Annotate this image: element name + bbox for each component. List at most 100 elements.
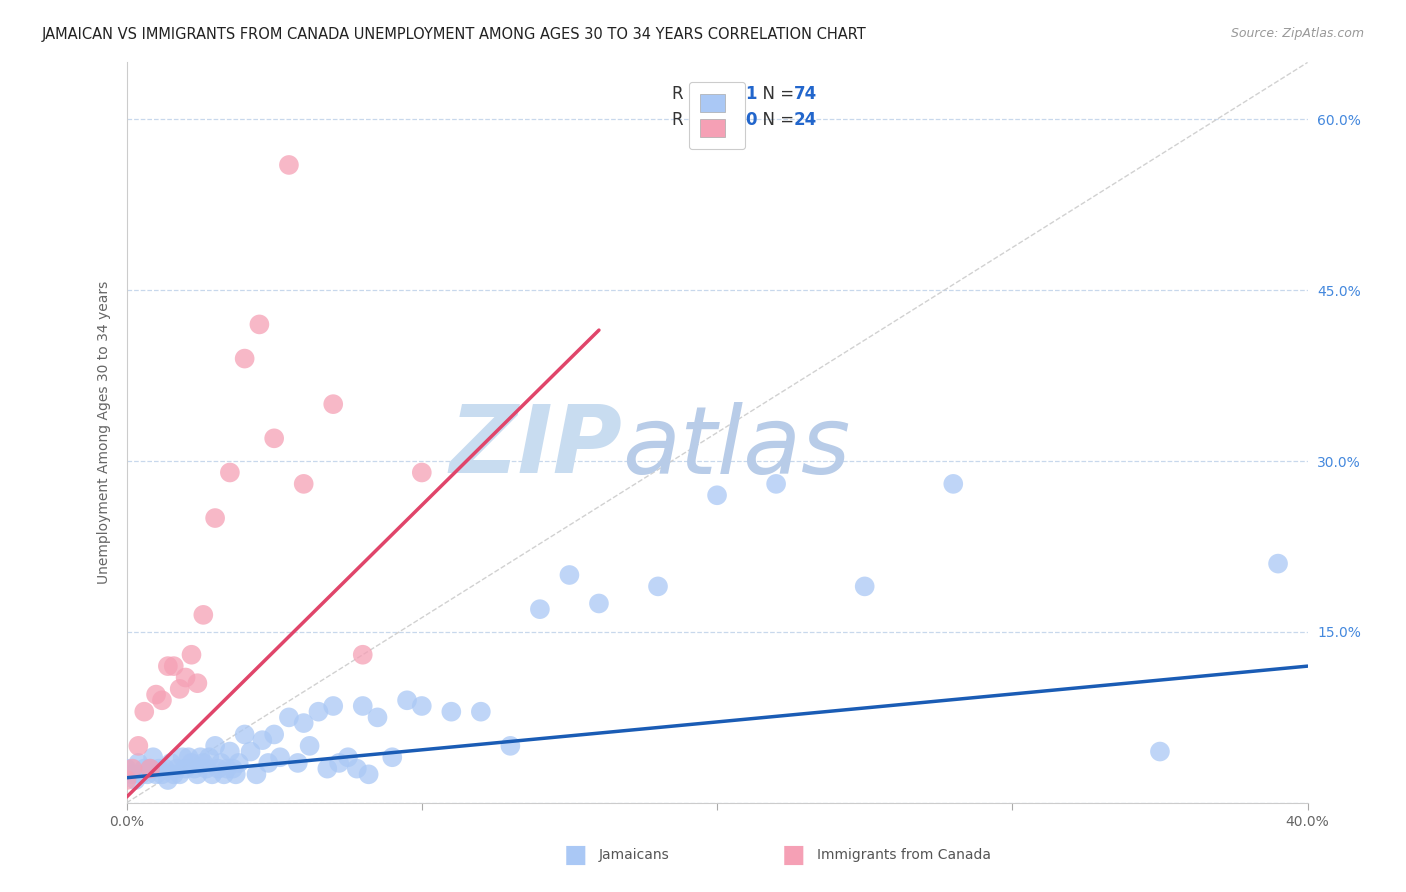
Point (153, 762, 176, 776)
Point (308, 705, 330, 719)
Point (121, 762, 143, 776)
Text: Jamaicans: Jamaicans (599, 847, 669, 862)
Point (186, 767, 208, 781)
Point (148, 762, 170, 776)
Point (263, 727, 285, 741)
Text: 24: 24 (794, 112, 817, 129)
Point (150, 693, 173, 707)
Point (357, 767, 380, 781)
Point (121, 767, 143, 781)
Point (322, 397, 344, 411)
Point (207, 762, 229, 776)
Point (115, 762, 138, 776)
Point (160, 756, 183, 770)
Point (942, 476, 965, 491)
Point (252, 733, 274, 747)
Point (249, 318, 271, 332)
Point (150, 767, 173, 781)
Point (257, 756, 280, 770)
Point (263, 431, 285, 445)
Point (322, 698, 344, 713)
Point (239, 745, 262, 759)
Point (647, 579, 669, 593)
Point (127, 756, 149, 770)
Point (215, 762, 238, 776)
Point (529, 602, 551, 616)
Point (183, 762, 205, 776)
Point (367, 710, 389, 724)
Point (219, 745, 242, 759)
Point (411, 698, 433, 713)
Point (145, 688, 167, 702)
Point (186, 676, 208, 690)
Point (328, 756, 350, 770)
Point (1267, 557, 1289, 571)
Point (853, 579, 876, 593)
Point (212, 767, 235, 781)
Text: N =: N = (752, 85, 800, 103)
Point (287, 756, 309, 770)
Text: ZIP: ZIP (450, 401, 623, 493)
Point (180, 756, 202, 770)
Point (163, 659, 186, 673)
Point (188, 750, 212, 764)
Point (156, 772, 179, 787)
Point (124, 772, 146, 787)
Point (765, 476, 787, 491)
Point (139, 762, 162, 776)
Point (193, 756, 215, 770)
Point (292, 476, 315, 491)
Point (346, 762, 368, 776)
Text: 0.540: 0.540 (706, 112, 758, 129)
Point (177, 750, 200, 764)
Point (195, 762, 218, 776)
Point (1149, 745, 1171, 759)
Point (180, 648, 202, 662)
Point (172, 750, 194, 764)
Text: R =: R = (672, 85, 709, 103)
Text: ■: ■ (564, 843, 588, 867)
Point (381, 750, 404, 764)
Point (470, 705, 492, 719)
Point (204, 511, 226, 525)
Point (278, 158, 301, 172)
Point (136, 767, 159, 781)
Point (225, 767, 247, 781)
Point (292, 716, 315, 731)
Point (558, 568, 581, 582)
Point (352, 698, 374, 713)
Point (169, 681, 191, 696)
Text: R =: R = (672, 112, 709, 129)
Point (411, 466, 433, 480)
Point (233, 351, 256, 366)
Point (201, 767, 224, 781)
Point (396, 693, 419, 707)
Text: Immigrants from Canada: Immigrants from Canada (817, 847, 991, 862)
Text: JAMAICAN VS IMMIGRANTS FROM CANADA UNEMPLOYMENT AMONG AGES 30 TO 34 YEARS CORREL: JAMAICAN VS IMMIGRANTS FROM CANADA UNEMP… (42, 27, 868, 42)
Point (219, 466, 242, 480)
Point (316, 762, 339, 776)
Point (337, 750, 360, 764)
Point (269, 750, 291, 764)
Point (352, 648, 374, 662)
Point (142, 750, 165, 764)
Point (163, 767, 186, 781)
Point (222, 762, 245, 776)
Point (134, 705, 156, 719)
Point (233, 727, 256, 741)
Legend: , : , (689, 82, 745, 149)
Point (588, 597, 610, 611)
Point (209, 756, 232, 770)
Text: Source: ZipAtlas.com: Source: ZipAtlas.com (1230, 27, 1364, 40)
Point (156, 659, 179, 673)
Point (169, 767, 191, 781)
Text: N =: N = (752, 112, 800, 129)
Point (166, 762, 188, 776)
Text: 0.201: 0.201 (706, 85, 758, 103)
Point (139, 762, 162, 776)
Point (245, 767, 267, 781)
Point (134, 762, 156, 776)
Point (204, 739, 226, 753)
Point (440, 705, 463, 719)
Point (228, 756, 250, 770)
